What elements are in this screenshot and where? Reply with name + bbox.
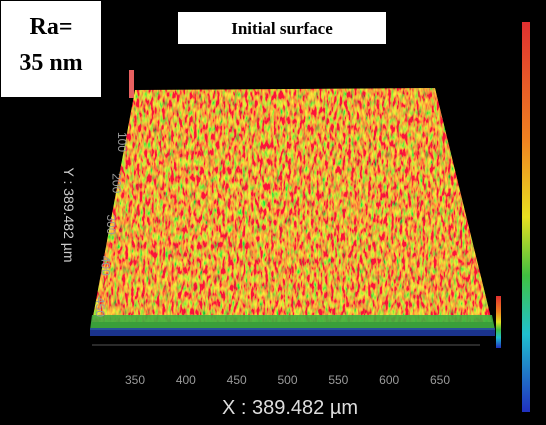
y-axis-label: Y : 389.482 µm: [61, 168, 77, 263]
color-scale: [522, 22, 530, 412]
badge-text: 35 nm: [19, 50, 82, 76]
title: Initial surface: [231, 19, 333, 38]
title-box: [178, 12, 386, 44]
x-tick-label: 450: [227, 373, 247, 387]
x-tick-label: 550: [328, 373, 348, 387]
corner-marker: [129, 70, 134, 98]
y-tick-label: 300: [104, 214, 118, 234]
y-tick-label: 450: [93, 297, 107, 317]
y-tick-label: 400: [99, 256, 113, 276]
surface-edge: [90, 315, 495, 330]
y-tick-label: 200: [110, 173, 124, 193]
x-tick-label: 600: [379, 373, 399, 387]
badge-text: Ra=: [29, 14, 72, 40]
surface-base: [90, 328, 495, 336]
surface-plot: [92, 88, 492, 322]
x-tick-label: 400: [176, 373, 196, 387]
x-axis-label: X : 389.482 µm: [222, 397, 358, 419]
x-tick-label: 650: [430, 373, 450, 387]
y-tick-label: 100: [115, 132, 129, 152]
badge: [1, 1, 101, 97]
x-tick-label: 350: [125, 373, 145, 387]
x-tick-label: 500: [277, 373, 297, 387]
corner-marker: [496, 296, 501, 348]
